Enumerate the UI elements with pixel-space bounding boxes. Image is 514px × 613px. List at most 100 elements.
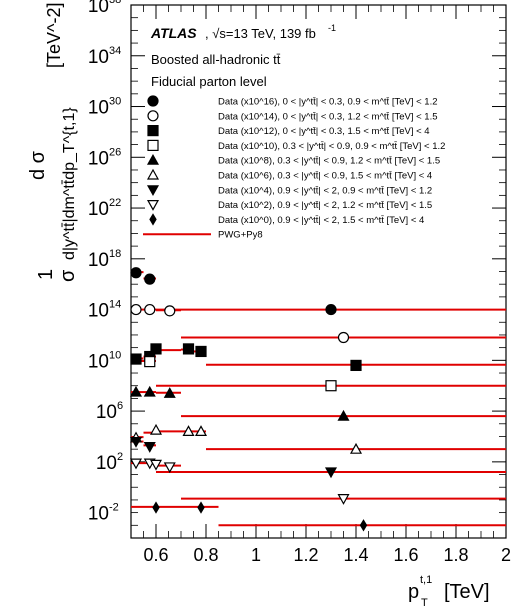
x-tick-label: 1.6 [393, 545, 418, 565]
legend-label: Data (x10^8), 0.3 < |y^tt̄| < 0.9, 1.2 <… [218, 156, 440, 167]
subtitle-level: Fiducial parton level [151, 74, 267, 89]
legend-marker [146, 168, 160, 180]
svg-text:6: 6 [117, 400, 123, 412]
data-point [163, 462, 176, 474]
legend-label: Data (x10^14), 0 < |y^tt̄| < 0.3, 1.2 < … [218, 111, 438, 122]
legend-marker [147, 110, 159, 122]
svg-text:10: 10 [88, 199, 109, 220]
y-tick-label: 10 38 [88, 0, 121, 17]
x-tick-label: 1 [251, 545, 261, 565]
svg-text:10: 10 [88, 250, 109, 271]
legend-marker [149, 213, 157, 226]
legend-label: Data (x10^16), 0 < |y^tt̄| < 0.3, 0.9 < … [218, 97, 438, 108]
legend-label: Data (x10^10), 0.3 < |y^tt̄| < 0.9, 0.9 … [218, 141, 445, 152]
data-point [337, 494, 350, 505]
experiment-label: ATLAS [150, 25, 197, 41]
svg-text:38: 38 [109, 0, 121, 6]
data-markers [129, 267, 368, 532]
data-point [150, 343, 162, 355]
data-point [130, 267, 142, 279]
y-tick-label: 10 34 [88, 45, 121, 68]
svg-text:10: 10 [96, 402, 117, 423]
energy-label: , √s=13 TeV, 139 fb [205, 26, 316, 41]
y-tick-label: 10 10 [88, 349, 121, 372]
legend-marker [147, 124, 159, 137]
data-point [325, 380, 337, 392]
data-point [149, 459, 163, 471]
legend-label: Data (x10^4), 0.9 < |y^tt̄| < 2, 0.9 < m… [218, 185, 432, 196]
y-tick-label: 10 30 [88, 96, 121, 119]
x-tick-label: 1.2 [293, 545, 318, 565]
svg-text:10: 10 [109, 349, 121, 361]
legend-marker [146, 185, 160, 197]
legend-marker [147, 139, 159, 151]
y-tick-label: 10 26 [88, 146, 121, 169]
svg-text:10: 10 [88, 47, 109, 68]
data-point [129, 458, 143, 470]
svg-text:22: 22 [109, 197, 121, 209]
data-point [182, 343, 195, 355]
data-point [197, 501, 205, 514]
data-point [144, 303, 156, 316]
data-point [152, 501, 160, 514]
data-point [194, 425, 208, 436]
data-point [149, 423, 163, 435]
svg-text:[TeV^-2]: [TeV^-2] [44, 3, 64, 68]
y-tick-label: 10 2 [96, 451, 123, 474]
prediction-lines [131, 271, 506, 527]
svg-text:[TeV]: [TeV] [444, 581, 490, 603]
data-point [337, 331, 350, 344]
data-point [144, 273, 156, 285]
y-tick-label: 10 18 [88, 248, 121, 271]
legend-label: Data (x10^6), 0.3 < |y^tt̄| < 0.9, 1.5 <… [218, 171, 432, 182]
svg-text:10: 10 [88, 0, 109, 17]
svg-text:t,1: t,1 [420, 574, 432, 586]
x-tick-label: 2 [501, 545, 511, 565]
svg-text:30: 30 [109, 96, 121, 108]
svg-text:2: 2 [117, 451, 123, 463]
data-point [144, 356, 156, 368]
svg-text:10: 10 [96, 453, 117, 474]
data-point [143, 385, 156, 397]
y-tick-label: 10 -2 [88, 502, 119, 525]
data-point [359, 519, 368, 532]
legend: Data (x10^16), 0 < |y^tt̄| < 0.3, 0.9 < … [143, 95, 445, 241]
svg-text:10: 10 [88, 351, 109, 372]
svg-text:18: 18 [109, 248, 121, 260]
y-tick-label: 10 6 [96, 400, 123, 423]
data-point [130, 303, 142, 316]
legend-marker [146, 200, 160, 211]
data-point [182, 425, 195, 436]
svg-text:p: p [408, 581, 419, 603]
svg-text:-2: -2 [109, 502, 119, 514]
svg-text:14: 14 [109, 299, 121, 311]
x-tick-label: 1.4 [343, 545, 368, 565]
data-point [129, 385, 143, 397]
data-point [130, 353, 142, 365]
data-point [164, 305, 176, 317]
legend-label: Data (x10^2), 0.9 < |y^tt̄| < 2, 1.2 < m… [218, 200, 432, 211]
svg-text:σ: σ [57, 269, 79, 282]
legend-label: Data (x10^12), 0 < |y^tt̄| < 0.3, 1.5 < … [218, 126, 430, 137]
svg-text:10: 10 [88, 148, 109, 169]
svg-text:1: 1 [35, 269, 57, 280]
legend-label: Data (x10^0), 0.9 < |y^tt̄| < 2, 1.5 < m… [218, 215, 424, 226]
x-tick-label: 1.8 [443, 545, 468, 565]
y-tick-label: 10 22 [88, 197, 121, 220]
svg-text:34: 34 [109, 45, 121, 57]
data-point [325, 303, 337, 316]
svg-text:d|y^tt̄|dm^tt̄dp_T^{t,1}: d|y^tt̄|dm^tt̄dp_T^{t,1} [61, 107, 78, 260]
legend-marker [147, 95, 159, 107]
data-point [195, 345, 207, 358]
data-point [129, 436, 143, 448]
lumi-exponent: -1 [328, 23, 336, 33]
y-axis-label: 1 σ d σ d|y^tt̄|dm^tt̄dp_T^{t,1} [TeV^-2… [27, 3, 79, 282]
x-axis-label: p T t,1 [TeV] [408, 574, 490, 609]
svg-text:10: 10 [88, 504, 109, 525]
data-point [350, 359, 362, 372]
data-point [324, 467, 338, 479]
svg-text:26: 26 [109, 146, 121, 158]
svg-text:T: T [421, 597, 428, 609]
